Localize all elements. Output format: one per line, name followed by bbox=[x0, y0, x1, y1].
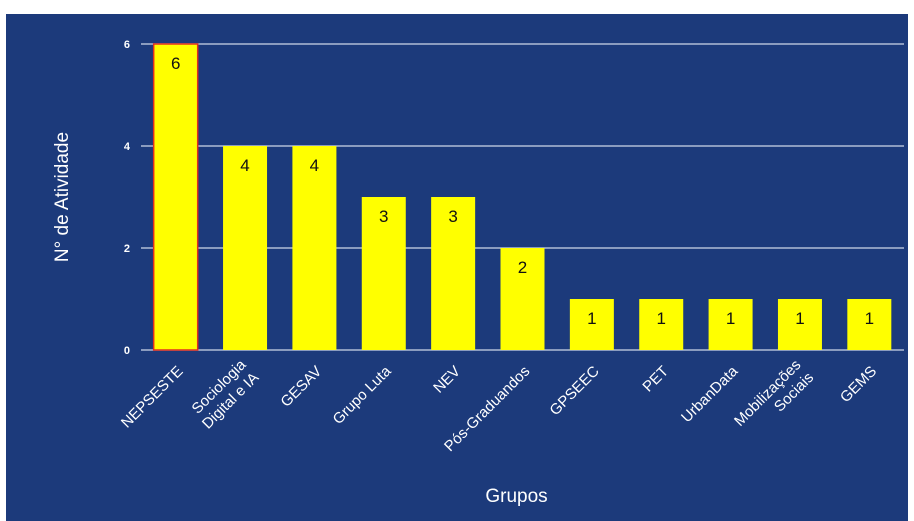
data-label: 4 bbox=[240, 156, 249, 175]
data-label: 1 bbox=[795, 309, 804, 328]
x-axis-title: Grupos bbox=[485, 486, 547, 507]
data-label: 3 bbox=[448, 207, 457, 226]
x-axis-ticks: NEPSESTE SociologiaDigital e IA GESAV Grupo… bbox=[118, 356, 880, 455]
x-tick-label: Grupo Luta bbox=[330, 362, 396, 428]
y-tick-label: 6 bbox=[124, 39, 130, 51]
y-axis-ticks: 0 2 4 6 bbox=[124, 39, 131, 357]
bar bbox=[292, 146, 337, 350]
data-labels: 6 4 4 3 3 2 1 1 1 1 1 bbox=[171, 54, 874, 328]
data-label: 6 bbox=[171, 54, 180, 73]
data-label: 1 bbox=[726, 309, 735, 328]
x-tick-label: PET bbox=[639, 363, 672, 396]
bar bbox=[777, 299, 822, 350]
data-label: 1 bbox=[656, 309, 665, 328]
y-axis-title: N° de Atividade bbox=[52, 132, 73, 262]
chart-area: 6 4 4 3 3 2 1 1 1 1 1 0 2 4 6 NEPSESTE SociologiaDigit… bbox=[6, 14, 908, 521]
bar bbox=[708, 299, 753, 350]
bar bbox=[639, 299, 684, 350]
x-tick-label: GESAV bbox=[277, 363, 325, 411]
bar bbox=[500, 248, 545, 350]
y-tick-label: 2 bbox=[124, 243, 130, 255]
bars bbox=[152, 43, 892, 351]
bar bbox=[152, 43, 199, 351]
bar-chart: 6 4 4 3 3 2 1 1 1 1 1 0 2 4 6 NEPSESTE SociologiaDigit… bbox=[52, 39, 904, 507]
data-label: 4 bbox=[310, 156, 319, 175]
x-tick-label: GEMS bbox=[837, 363, 880, 406]
y-tick-label: 4 bbox=[124, 141, 131, 153]
bar bbox=[569, 299, 614, 350]
x-tick-label: MobilizaçõesSociais bbox=[731, 356, 817, 442]
x-tick-label: NEPSESTE bbox=[118, 363, 187, 432]
data-label: 1 bbox=[587, 309, 596, 328]
data-label: 1 bbox=[865, 309, 874, 328]
y-tick-label: 0 bbox=[124, 345, 130, 357]
bar bbox=[223, 146, 268, 350]
x-tick-label: SociologiaDigital e IA bbox=[186, 356, 263, 433]
data-label: 3 bbox=[379, 207, 388, 226]
x-tick-label: NEV bbox=[430, 363, 464, 397]
x-tick-label: GPSEEC bbox=[546, 363, 602, 419]
data-label: 2 bbox=[518, 258, 527, 277]
bar bbox=[847, 299, 892, 350]
bar bbox=[431, 197, 476, 350]
bar bbox=[361, 197, 406, 350]
